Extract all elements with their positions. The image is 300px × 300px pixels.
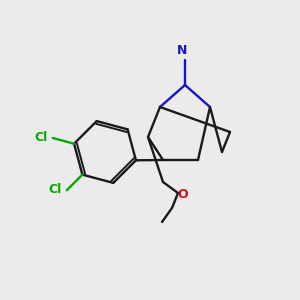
Text: Cl: Cl: [48, 183, 62, 196]
Text: N: N: [177, 44, 187, 57]
Text: Cl: Cl: [34, 130, 47, 143]
Text: O: O: [178, 188, 188, 200]
